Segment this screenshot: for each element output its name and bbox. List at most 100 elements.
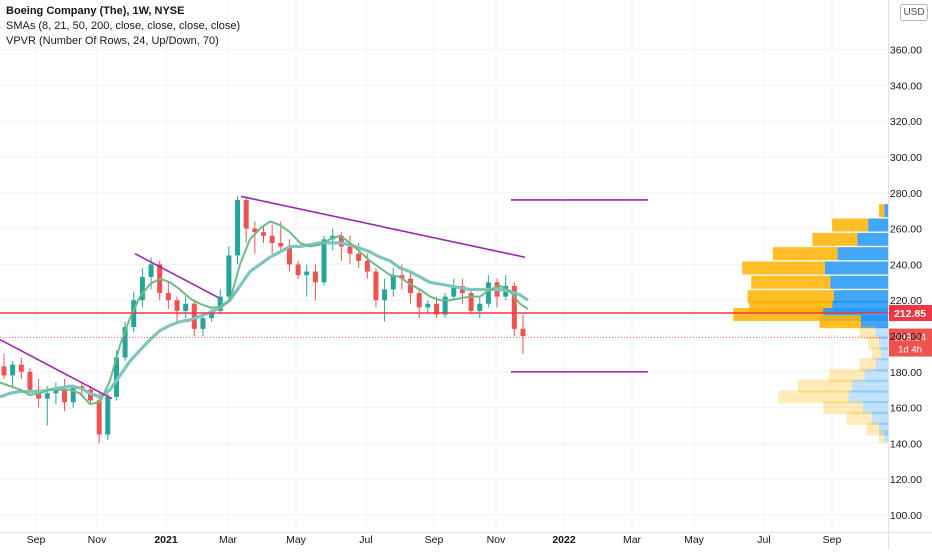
x-tick-label: 2021 [154,534,178,546]
vp-row-up [879,422,888,436]
x-tick-label: Jul [757,534,770,546]
candle-body [416,293,422,308]
moving-averages [0,220,529,406]
y-tick-label: 200.00 [890,331,922,343]
candle-body [364,260,370,272]
y-tick-label: 100.00 [890,510,922,522]
candle-body [425,303,431,308]
candle-body [139,276,145,301]
candle-body [278,242,284,247]
candle-body [321,239,327,283]
candle-body [347,246,353,254]
trendline[interactable] [240,195,526,259]
candle-body [312,271,318,283]
x-tick-label: Nov [487,534,506,546]
level-price-label: 212.85 [894,308,926,320]
candle-body [235,199,241,256]
level-price-tag [889,304,932,321]
vp-row-down [778,390,849,404]
vp-row-up [852,379,888,393]
vp-row-down [823,401,863,415]
vp-row-down [819,315,861,329]
legend-title: Boeing Company (The), 1W, NYSE [6,5,185,17]
y-tick-label: 300.00 [890,152,922,164]
candle-body [477,303,483,311]
candle-body [295,264,301,276]
candle-body [113,357,119,397]
vp-row-up [868,218,888,232]
vp-row-up [884,429,888,443]
last-price-label: 199.14 [894,332,926,344]
candle-body [18,364,24,372]
y-tick-label: 180.00 [890,367,922,379]
x-tick-label: Sep [27,534,46,546]
candle-body [183,303,189,311]
y-tick-label: 220.00 [890,295,922,307]
candle-body [10,364,16,376]
candle-body [451,285,457,297]
candle-body [96,400,102,435]
trendline[interactable] [0,338,113,400]
trendlines [0,195,648,400]
vp-row-down [742,261,825,275]
vp-row-down [832,218,869,232]
y-tick-label: 260.00 [890,224,922,236]
x-tick-label: Mar [219,534,238,546]
candle-body [356,253,362,261]
candle-body [148,264,154,277]
vp-row-up [879,336,888,350]
legend-sma[interactable]: SMAs (8, 21, 50, 200, close, close, clos… [6,20,241,32]
x-tick-label: Jul [359,534,372,546]
vp-row-down [747,290,834,304]
vp-row-down [879,429,885,443]
vp-row-down [859,358,876,372]
candle-body [243,199,249,229]
candle-body [269,235,275,243]
currency-button[interactable]: USD [900,4,928,21]
vp-row-down [879,204,885,218]
candle-body [286,246,292,265]
x-tick-label: Sep [425,534,444,546]
vp-row-up [864,368,888,382]
candle-body [338,235,344,247]
sma-slow-line [0,241,529,399]
vp-row-down [866,422,879,436]
vp-row-down [772,247,838,261]
vp-row-down [846,411,872,425]
vp-row-up [848,390,888,404]
vp-row-up [834,290,888,304]
vp-row-up [830,275,888,289]
candle-body [174,300,180,311]
candle-body [217,296,223,311]
candle-body [511,285,517,329]
candle-body [399,275,405,279]
candle-body [165,293,171,301]
legend-vpvr[interactable]: VPVR (Number Of Rows, 24, Up/Down, 70) [6,35,219,47]
vp-row-up [880,347,888,361]
vp-row-down [751,275,831,289]
y-tick-label: 120.00 [890,474,922,486]
candle-body [1,366,7,376]
x-tick-label: Mar [623,534,642,546]
candle-body [261,232,266,236]
candle-body [44,393,50,399]
candle-body [200,318,206,329]
candle-body [382,289,388,301]
y-tick-label: 320.00 [890,116,922,128]
candle-body [226,255,232,297]
y-tick-label: 280.00 [890,188,922,200]
sma-fast-line [0,220,529,406]
vp-row-up [861,315,888,329]
candle-body [70,386,76,403]
candle-body [468,293,474,311]
volume-profile [733,204,888,443]
vp-row-down [828,368,865,382]
x-tick-label: Sep [823,534,842,546]
vp-row-down [871,347,881,361]
candle-body [408,278,414,294]
trendline[interactable] [134,252,221,300]
y-tick-label: 340.00 [890,80,922,92]
x-tick-label: Nov [88,534,107,546]
